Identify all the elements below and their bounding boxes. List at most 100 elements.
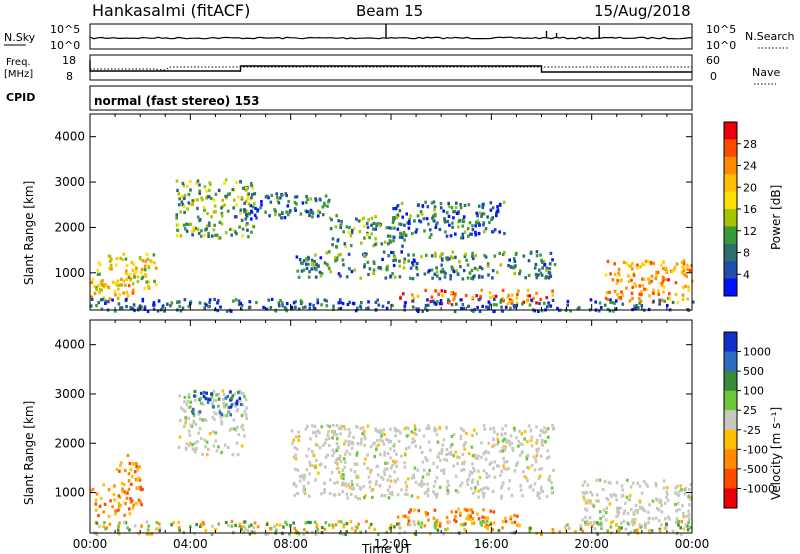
heatmap-cell	[232, 188, 236, 192]
heatmap-cell	[455, 211, 459, 215]
heatmap-cell	[464, 252, 467, 256]
heatmap-cell	[551, 530, 555, 534]
heatmap-cell	[220, 419, 223, 423]
heatmap-cell	[469, 515, 472, 519]
heatmap-cell	[334, 225, 338, 229]
heatmap-cell	[420, 450, 424, 454]
heatmap-cell	[247, 192, 250, 196]
heatmap-cell	[440, 451, 443, 455]
heatmap-cell	[424, 306, 427, 310]
heatmap-cell	[114, 509, 117, 513]
heatmap-cell	[211, 401, 214, 405]
heatmap-cell	[302, 488, 305, 492]
heatmap-cell	[625, 262, 629, 266]
colorbar-swatch	[724, 332, 737, 353]
heatmap-cell	[117, 508, 120, 512]
heatmap-cell	[141, 487, 144, 491]
heatmap-cell	[492, 437, 495, 441]
heatmap-cell	[314, 197, 317, 201]
y-tick-label: 2000	[54, 220, 85, 234]
heatmap-cell	[688, 268, 692, 272]
heatmap-cell	[307, 210, 311, 214]
heatmap-cell	[442, 438, 446, 442]
heatmap-cell	[339, 426, 343, 431]
heatmap-cell	[536, 491, 540, 495]
heatmap-cell	[374, 428, 377, 432]
heatmap-cell	[342, 525, 345, 529]
heatmap-cell	[186, 399, 190, 403]
heatmap-cell	[440, 447, 444, 451]
freq-tick-bottom: 8	[66, 70, 73, 83]
heatmap-cell	[507, 293, 511, 297]
heatmap-cell	[477, 231, 481, 236]
freq-tick-top: 18	[62, 54, 76, 67]
heatmap-cell	[308, 494, 311, 498]
heatmap-cell	[374, 215, 377, 219]
heatmap-cell	[626, 511, 630, 515]
heatmap-cell	[411, 231, 414, 236]
heatmap-cell	[301, 305, 305, 310]
heatmap-cell	[416, 273, 419, 277]
heatmap-cell	[189, 441, 192, 445]
heatmap-cell	[439, 202, 443, 206]
heatmap-cell	[652, 261, 655, 266]
heatmap-cell	[189, 222, 192, 226]
heatmap-cell	[253, 521, 257, 525]
heatmap-cell	[634, 517, 637, 521]
heatmap-cell	[308, 472, 311, 476]
heatmap-cell	[342, 230, 345, 234]
heatmap-cell	[206, 453, 209, 457]
heatmap-cell	[608, 502, 612, 506]
heatmap-cell	[311, 449, 314, 454]
heatmap-cell	[150, 532, 154, 536]
heatmap-cell	[397, 522, 401, 526]
heatmap-cell	[128, 528, 131, 532]
heatmap-cell	[437, 451, 441, 455]
heatmap-cell	[447, 298, 450, 302]
heatmap-cell	[640, 293, 643, 297]
heatmap-cell	[363, 496, 366, 500]
y-tick-label: 4000	[54, 130, 85, 144]
heatmap-cell	[455, 269, 458, 273]
heatmap-cell	[249, 183, 253, 187]
heatmap-cell	[382, 250, 386, 254]
heatmap-cell	[144, 259, 147, 263]
heatmap-cell	[369, 469, 372, 473]
heatmap-cell	[502, 466, 506, 470]
heatmap-cell	[478, 223, 481, 227]
heatmap-cell	[206, 211, 209, 216]
heatmap-cell	[189, 400, 193, 404]
heatmap-cell	[491, 489, 495, 494]
date-title: 15/Aug/2018	[594, 2, 691, 20]
heatmap-cell	[360, 241, 363, 245]
heatmap-cell	[353, 226, 356, 231]
heatmap-cell	[247, 235, 250, 239]
heatmap-cell	[395, 464, 398, 468]
heatmap-cell	[464, 293, 468, 298]
heatmap-cell	[466, 276, 470, 280]
heatmap-cell	[467, 514, 470, 518]
heatmap-cell	[232, 299, 235, 303]
heatmap-cell	[504, 445, 507, 449]
heatmap-cell	[363, 443, 366, 447]
heatmap-cell	[285, 194, 288, 198]
heatmap-cell	[113, 498, 116, 502]
heatmap-cell	[207, 234, 210, 238]
heatmap-cell	[501, 288, 505, 292]
heatmap-cell	[682, 262, 686, 266]
heatmap-cell	[417, 522, 420, 526]
heatmap-cell	[600, 525, 603, 529]
heatmap-cell	[386, 478, 390, 482]
heatmap-cell	[417, 509, 420, 513]
heatmap-cell	[107, 488, 111, 492]
heatmap-cell	[467, 517, 471, 521]
heatmap-cell	[273, 524, 276, 528]
heatmap-cell	[125, 269, 128, 273]
heatmap-cell	[490, 461, 493, 465]
heatmap-cell	[241, 403, 245, 407]
heatmap-cell	[622, 260, 626, 264]
heatmap-cell	[586, 483, 590, 487]
heatmap-cell	[545, 296, 549, 300]
heatmap-cell	[631, 518, 635, 522]
heatmap-cell	[434, 480, 437, 484]
